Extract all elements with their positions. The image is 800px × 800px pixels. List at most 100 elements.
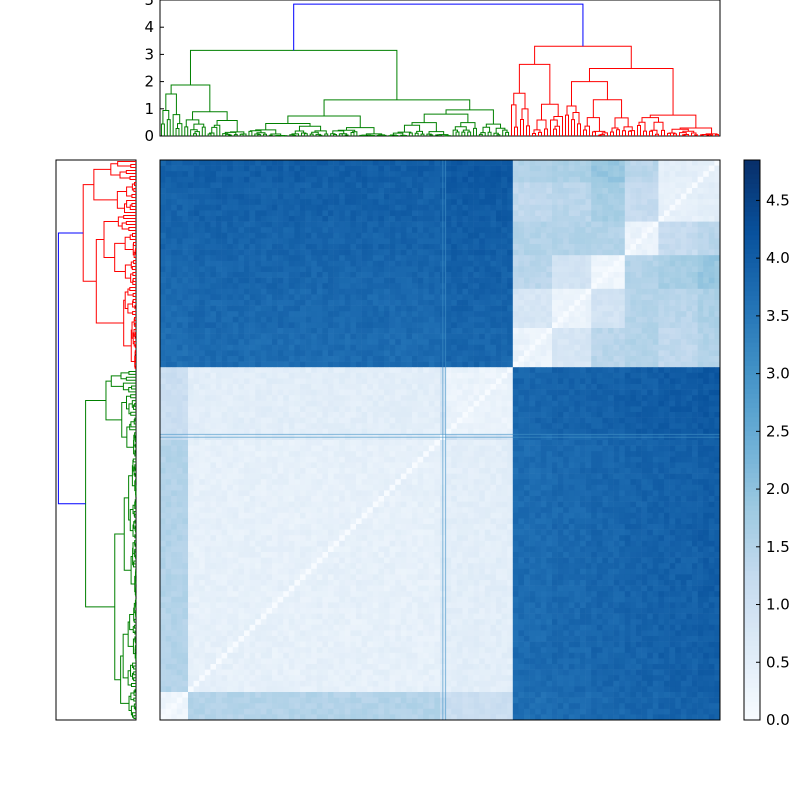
heatmap-cell bbox=[496, 160, 502, 166]
heatmap-cell bbox=[389, 160, 396, 166]
heatmap-cell bbox=[630, 160, 637, 166]
heatmap-cell bbox=[389, 165, 396, 172]
heatmap-cell bbox=[664, 283, 670, 290]
heatmap-cell bbox=[204, 188, 211, 194]
heatmap-cell bbox=[647, 272, 654, 278]
heatmap-cell bbox=[277, 316, 284, 323]
dendrogram-link bbox=[114, 533, 125, 681]
heatmap-cell bbox=[675, 204, 682, 211]
dendrogram-link bbox=[416, 130, 423, 135]
heatmap-cell bbox=[188, 182, 194, 189]
heatmap-cell bbox=[277, 165, 284, 172]
heatmap-cell bbox=[199, 272, 206, 278]
heatmap-cell bbox=[647, 277, 654, 284]
heatmap-cell bbox=[400, 389, 407, 396]
heatmap-cell bbox=[591, 176, 598, 183]
heatmap-cell bbox=[697, 249, 704, 256]
heatmap-cell bbox=[406, 356, 413, 362]
heatmap-cell bbox=[468, 378, 474, 385]
heatmap-cell bbox=[658, 277, 665, 284]
heatmap-cell bbox=[647, 199, 654, 206]
heatmap-cell bbox=[496, 255, 502, 262]
heatmap-cell bbox=[255, 165, 262, 172]
heatmap-cell bbox=[496, 204, 502, 211]
heatmap-cell bbox=[316, 204, 323, 211]
heatmap-cell bbox=[305, 322, 312, 329]
heatmap-cell bbox=[249, 210, 256, 217]
heatmap-cell bbox=[260, 406, 267, 413]
heatmap-cell bbox=[244, 367, 250, 374]
heatmap-cell bbox=[378, 266, 385, 273]
heatmap-cell bbox=[680, 182, 687, 189]
heatmap-cell bbox=[703, 277, 710, 284]
heatmap-cell bbox=[619, 160, 626, 166]
heatmap-cell bbox=[473, 389, 480, 396]
heatmap-cell bbox=[641, 193, 648, 200]
heatmap-cell bbox=[266, 328, 273, 334]
heatmap-cell bbox=[714, 328, 721, 334]
heatmap-cell bbox=[395, 210, 402, 217]
heatmap-cell bbox=[333, 176, 340, 183]
heatmap-cell bbox=[574, 232, 581, 239]
dendrogram-link bbox=[650, 129, 658, 135]
heatmap-cell bbox=[708, 372, 715, 379]
heatmap-cell bbox=[434, 176, 441, 183]
heatmap-cell bbox=[176, 378, 183, 385]
heatmap-cell bbox=[322, 193, 329, 200]
heatmap-cell bbox=[680, 260, 687, 267]
heatmap-cell bbox=[641, 339, 648, 346]
heatmap-cell bbox=[316, 400, 323, 407]
heatmap-cell bbox=[675, 344, 682, 351]
heatmap-cell bbox=[221, 395, 228, 402]
heatmap-cell bbox=[165, 188, 172, 194]
heatmap-cell bbox=[333, 384, 340, 390]
heatmap-cell bbox=[283, 305, 290, 312]
heatmap-cell bbox=[272, 384, 278, 390]
heatmap-cell bbox=[619, 356, 626, 362]
heatmap-cell bbox=[512, 204, 519, 211]
heatmap-cell bbox=[636, 216, 642, 222]
heatmap-cell bbox=[568, 316, 575, 323]
heatmap-cell bbox=[641, 305, 648, 312]
heatmap-cell bbox=[585, 165, 592, 172]
heatmap-cell bbox=[204, 384, 211, 390]
heatmap-cell bbox=[311, 372, 318, 379]
heatmap-cell bbox=[703, 372, 710, 379]
heatmap-cell bbox=[428, 288, 435, 295]
heatmap-cell bbox=[333, 356, 340, 362]
heatmap-cell bbox=[395, 389, 402, 396]
heatmap-cell bbox=[563, 372, 570, 379]
heatmap-cell bbox=[490, 389, 497, 396]
heatmap-cell bbox=[619, 283, 626, 290]
heatmap-cell bbox=[384, 232, 390, 239]
heatmap-cell bbox=[428, 232, 435, 239]
heatmap-cell bbox=[479, 283, 486, 290]
dendrogram-link bbox=[133, 715, 136, 720]
heatmap-cell bbox=[664, 260, 670, 267]
heatmap-cell bbox=[596, 165, 603, 172]
heatmap-cell bbox=[445, 283, 452, 290]
heatmap-cell bbox=[462, 227, 469, 234]
heatmap-cell bbox=[512, 400, 519, 407]
heatmap-cell bbox=[636, 244, 642, 250]
heatmap-cell bbox=[367, 283, 374, 290]
heatmap-cell bbox=[501, 372, 508, 379]
heatmap-cell bbox=[714, 395, 721, 402]
heatmap-cell bbox=[339, 305, 346, 312]
heatmap-cell bbox=[708, 412, 715, 418]
heatmap-cell bbox=[512, 193, 519, 200]
heatmap-cell bbox=[204, 395, 211, 402]
heatmap-cell bbox=[591, 356, 598, 362]
heatmap-cell bbox=[316, 378, 323, 385]
heatmap-cell bbox=[501, 188, 508, 194]
heatmap-cell bbox=[294, 199, 301, 206]
heatmap-cell bbox=[188, 199, 194, 206]
heatmap-cell bbox=[244, 356, 250, 362]
heatmap-cell bbox=[395, 232, 402, 239]
heatmap-cell bbox=[703, 361, 710, 368]
heatmap-cell bbox=[613, 244, 620, 250]
heatmap-cell bbox=[703, 216, 710, 222]
heatmap-cell bbox=[664, 232, 670, 239]
heatmap-cell bbox=[692, 266, 698, 273]
heatmap-cell bbox=[356, 244, 362, 250]
